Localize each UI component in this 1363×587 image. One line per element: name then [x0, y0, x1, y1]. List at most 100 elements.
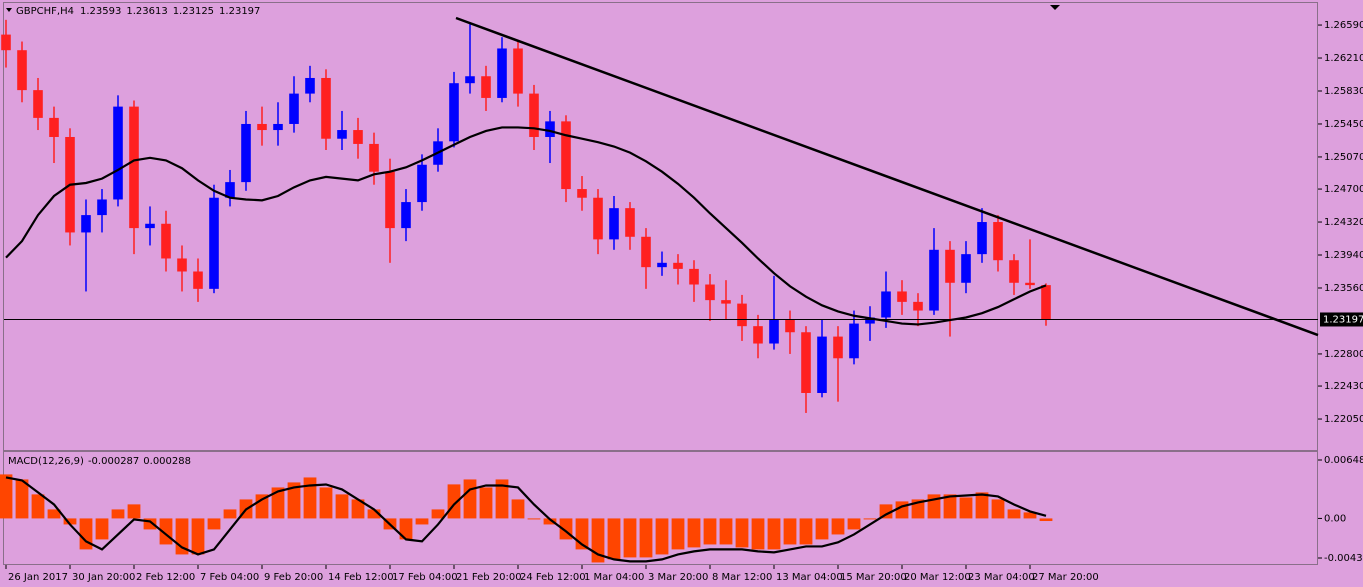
macd-bar [1023, 512, 1037, 519]
y-tick-label: 1.22800 [1324, 349, 1363, 360]
macd-bar [207, 518, 221, 530]
candle-body [193, 271, 203, 289]
candle-body [257, 123, 267, 131]
macd-bar [79, 518, 93, 550]
x-tick-label: 26 Jan 2017 [8, 572, 68, 583]
candle-body [625, 208, 635, 237]
trendline [455, 16, 1319, 337]
x-tick-label: 2 Feb 12:00 [136, 572, 195, 583]
candle-body [369, 143, 379, 172]
macd-bar [735, 518, 749, 548]
candle-body [1041, 285, 1051, 320]
macd-bar [623, 518, 637, 558]
candle-body [1009, 260, 1019, 283]
macd-bar [191, 518, 205, 555]
macd-bar [223, 509, 237, 519]
macd-bar [431, 509, 445, 519]
menu-triangle[interactable] [6, 8, 12, 12]
candle-body [641, 236, 651, 268]
macd-bar [799, 518, 813, 545]
quote-open: 1.23593 [80, 6, 121, 17]
macd-bar [751, 518, 765, 550]
macd-bar [463, 479, 477, 519]
macd-bar [143, 518, 157, 530]
candle-body [929, 249, 939, 311]
macd-bar [399, 518, 413, 540]
macd-bar [1007, 509, 1021, 519]
candle-body [49, 117, 59, 137]
quote-close: 1.23197 [219, 6, 260, 17]
candle-body [865, 317, 875, 324]
candle-body [961, 254, 971, 283]
candle-body [705, 284, 715, 301]
candle-body [465, 76, 475, 84]
price-label-box [1320, 312, 1363, 327]
moving-average [5, 126, 1047, 326]
macd-bar [959, 497, 973, 519]
macd-bar [511, 499, 525, 519]
macd-bar [31, 494, 45, 519]
candle-body [113, 106, 123, 200]
macd-bar [767, 518, 781, 550]
candle-body [1025, 282, 1035, 286]
y-tick-label: 1.25830 [1324, 86, 1363, 97]
macd-bar [0, 474, 13, 519]
y-tick-label: 1.26590 [1324, 20, 1363, 31]
y-tick-label: 1.23560 [1324, 283, 1363, 294]
candle-body [993, 222, 1003, 261]
candle-body [129, 106, 139, 229]
candle-body [481, 76, 491, 98]
candle-body [209, 197, 219, 289]
candle-body [177, 258, 187, 272]
macd-bar [703, 518, 717, 545]
x-tick-label: 8 Mar 12:00 [712, 572, 772, 583]
macd-bar [863, 518, 877, 520]
candle-body [449, 83, 459, 142]
candle-body [497, 48, 507, 98]
y-tick-label: 0.006489 [1324, 455, 1363, 466]
macd-bar [47, 509, 61, 519]
macd-bar [351, 499, 365, 519]
macd-bar [335, 494, 349, 519]
macd-bar [639, 518, 653, 558]
x-tick-label: 9 Feb 20:00 [264, 572, 323, 583]
macd-bar [687, 518, 701, 548]
x-tick-label: 14 Feb 12:00 [328, 572, 394, 583]
candle-body [417, 164, 427, 203]
y-tick-label: 1.25450 [1324, 119, 1363, 130]
candle-body [593, 197, 603, 240]
candle-body [785, 319, 795, 333]
y-tick-label: 1.24700 [1324, 184, 1363, 195]
candle-body [513, 48, 523, 94]
candle-body [33, 90, 43, 118]
y-tick-label: 1.22430 [1324, 381, 1363, 392]
candle-body [881, 291, 891, 318]
candle-body [145, 223, 155, 229]
macd-bar [495, 479, 509, 519]
candle-body [801, 332, 811, 393]
macd-bar [783, 518, 797, 545]
macd-bar [847, 518, 861, 530]
y-tick-label: 0.00 [1324, 513, 1346, 524]
x-tick-label: 21 Feb 20:00 [456, 572, 522, 583]
x-tick-label: 15 Mar 20:00 [840, 572, 907, 583]
candle-body [545, 121, 555, 137]
candle-body [385, 171, 395, 229]
macd-bar [111, 509, 125, 519]
y-tick-label: 1.22050 [1324, 414, 1363, 425]
macd-bar [719, 518, 733, 545]
macd-bar [127, 504, 141, 519]
macd-bar [1039, 518, 1053, 522]
macd-bar [991, 499, 1005, 519]
macd-header: MACD(12,26,9) -0.000287 0.000288 [8, 456, 191, 467]
x-tick-label: 23 Mar 04:00 [968, 572, 1035, 583]
price-label: 1.23197 [1323, 314, 1363, 325]
macd-bar [527, 518, 541, 520]
chart-title: GBPCHF,H4 [16, 6, 74, 17]
candle-body [737, 303, 747, 327]
candle-body [1, 34, 11, 51]
candle-body [817, 336, 827, 393]
x-tick-label: 13 Mar 04:00 [776, 572, 843, 583]
